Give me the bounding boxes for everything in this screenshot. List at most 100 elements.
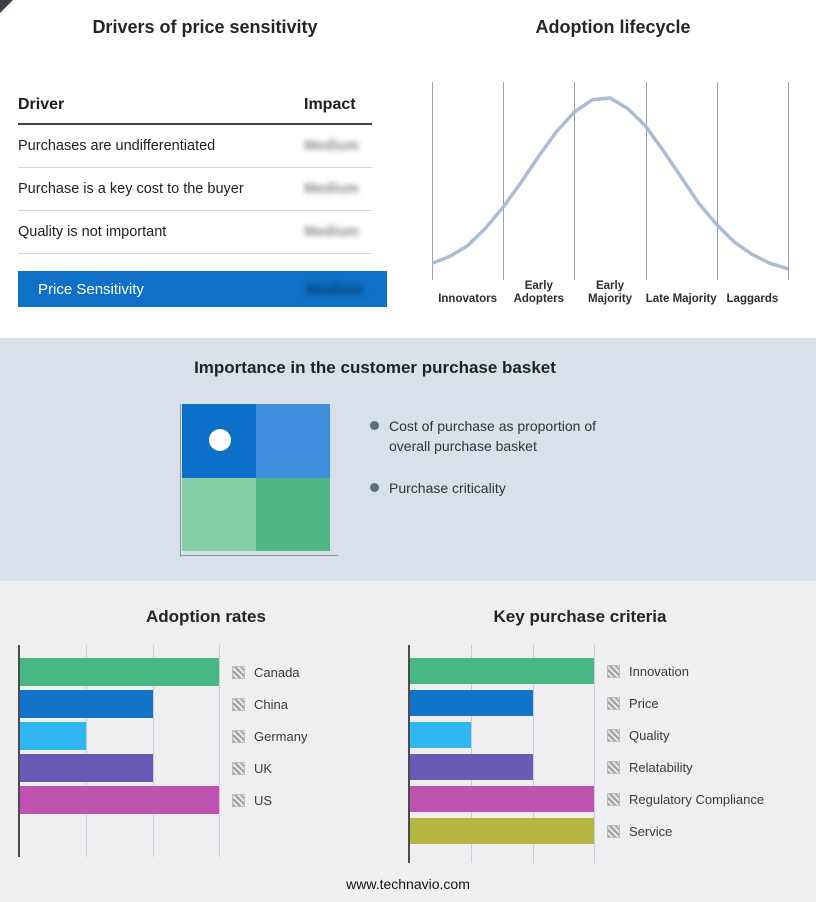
price-sensitivity-highlight-row: Price Sensitivity Medium — [18, 271, 387, 307]
legend-swatch-icon — [232, 793, 245, 807]
bar-us — [20, 786, 219, 814]
gridline — [432, 82, 433, 280]
quadrant-top-right — [256, 404, 330, 478]
bar-uk — [20, 754, 153, 782]
gridline — [594, 645, 595, 863]
legend-item: US — [232, 786, 307, 814]
legend-label: Price — [629, 695, 659, 711]
legend-swatch-icon — [607, 760, 620, 774]
legend-item: Canada — [232, 658, 307, 686]
driver-cell: Purchase is a key cost to the buyer — [18, 181, 244, 197]
bars — [20, 645, 219, 814]
corner-fold-decoration — [0, 0, 13, 13]
gridline — [574, 82, 576, 280]
legend-label: Canada — [254, 664, 300, 680]
adoption-lifecycle-chart: Innovators Early Adopters Early Majority La… — [432, 82, 789, 306]
driver-cell: Quality is not important — [18, 224, 167, 240]
legend-item: UK — [232, 754, 307, 782]
legend-swatch-icon — [607, 728, 620, 742]
drivers-panel: Drivers of price sensitivity Driver Impa… — [0, 0, 410, 338]
footer-url: www.technavio.com — [346, 876, 470, 892]
stage-label: Early Adopters — [513, 279, 565, 305]
legend-swatch-icon — [607, 792, 620, 806]
bullet-icon — [370, 482, 379, 492]
gridline — [219, 645, 220, 857]
bar-relatability — [410, 754, 533, 780]
stage-label: Innovators — [438, 292, 497, 305]
drivers-panel-title: Drivers of price sensitivity — [92, 17, 318, 37]
lifecycle-gridlines — [432, 82, 789, 280]
bullet-text: Purchase criticality — [389, 479, 506, 496]
stage-label: Early Majority — [587, 279, 633, 305]
list-item: Purchase criticality — [370, 478, 627, 498]
legend-item: Germany — [232, 722, 307, 750]
bar-china — [20, 690, 153, 718]
bar-plot — [18, 645, 220, 857]
legend-item: Quality — [607, 722, 764, 748]
legend-label: Germany — [254, 728, 308, 744]
stage-label: Laggards — [726, 292, 779, 305]
legend-swatch-icon — [232, 761, 245, 775]
stage-label: Late Majority — [645, 292, 717, 305]
bars — [410, 645, 594, 844]
quadrant-x-axis — [180, 555, 338, 556]
bar-canada — [20, 658, 219, 686]
bell-curve — [432, 96, 788, 271]
gridline — [152, 645, 154, 857]
gridline — [645, 82, 647, 280]
top-section: Drivers of price sensitivity Driver Impa… — [0, 0, 816, 338]
bar-innovation — [410, 658, 594, 684]
legend-item: Price — [607, 690, 764, 716]
legend-label: Relatability — [629, 759, 693, 775]
gridline — [532, 645, 534, 863]
legend-swatch-icon — [607, 664, 620, 678]
bar-regulatory-compliance — [410, 786, 594, 812]
legend-swatch-icon — [232, 665, 245, 679]
legend-item: China — [232, 690, 307, 718]
gridline — [716, 82, 718, 280]
adoption-lifecycle-panel: Adoption lifecycle Innovators Early Adopt… — [410, 0, 816, 338]
legend-item: Innovation — [607, 658, 764, 684]
gridline — [503, 82, 505, 280]
impact-column-header: Impact — [304, 96, 356, 113]
legend: Canada China Germany UK US — [232, 645, 307, 857]
bar-plot — [408, 645, 595, 863]
table-row: Quality is not important Medium — [18, 211, 372, 254]
table-row: Purchases are undifferentiated Medium — [18, 125, 372, 168]
bar-price — [410, 690, 533, 716]
legend-label: Regulatory Compliance — [629, 791, 765, 807]
legend-swatch-icon — [232, 697, 245, 711]
legend-label: Innovation — [629, 663, 689, 679]
adoption-rates-title: Adoption rates — [146, 607, 266, 626]
bullet-icon — [370, 421, 379, 430]
driver-cell: Purchases are undifferentiated — [18, 138, 216, 154]
quadrant-bottom-left — [182, 477, 256, 551]
quadrant-grid — [182, 404, 330, 551]
impact-cell-redacted: Medium — [304, 138, 359, 154]
drivers-table: Driver Impact Purchases are undifferenti… — [18, 96, 372, 254]
gridline — [788, 82, 789, 280]
legend-swatch-icon — [607, 824, 620, 838]
gridline — [86, 645, 88, 857]
quadrant-y-axis — [180, 404, 181, 557]
legend-swatch-icon — [232, 729, 245, 743]
basket-bullet-list: Cost of purchase as proportion of overal… — [370, 416, 627, 519]
price-sensitivity-value-redacted: Medium — [306, 280, 363, 298]
key-purchase-criteria-title: Key purchase criteria — [493, 607, 667, 626]
quadrant-top-left — [182, 404, 256, 478]
position-marker-dot — [209, 429, 231, 451]
legend-label: US — [254, 792, 273, 808]
bar-quality — [410, 722, 472, 748]
price-sensitivity-label: Price Sensitivity — [38, 280, 144, 298]
driver-column-header: Driver — [18, 96, 65, 113]
legend-item: Service — [607, 818, 764, 844]
adoption-lifecycle-title: Adoption lifecycle — [535, 17, 691, 37]
legend-label: Quality — [629, 727, 670, 743]
legend-label: Service — [629, 823, 673, 839]
bottom-section: Adoption rates Key purchase criteria Can… — [0, 581, 816, 902]
bar-service — [410, 818, 594, 844]
key-purchase-criteria-chart: Innovation Price Quality Relatability Regula… — [408, 645, 764, 863]
legend-item: Regulatory Compliance — [607, 786, 764, 812]
stage-labels: Innovators Early Adopters Early Majority La… — [432, 276, 788, 306]
